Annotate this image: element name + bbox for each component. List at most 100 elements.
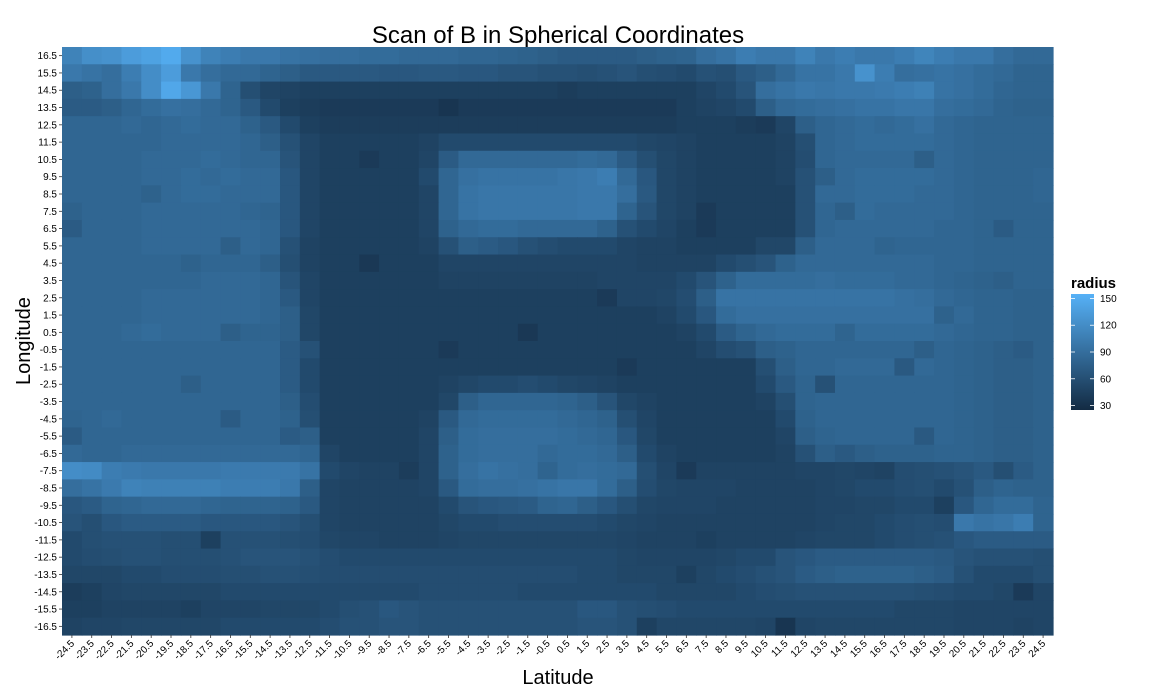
heatmap-cell: [101, 479, 123, 498]
heatmap-cell: [775, 427, 796, 446]
heatmap-cell: [775, 133, 796, 152]
x-tick-label: -2.5: [493, 638, 513, 658]
heatmap-cell: [914, 617, 935, 636]
heatmap-cell: [854, 548, 876, 567]
heatmap-cell: [696, 462, 717, 480]
heatmap-cell: [636, 583, 658, 602]
heatmap-cell: [795, 202, 816, 221]
heatmap-cell: [676, 185, 697, 204]
heatmap-cell: [498, 600, 519, 619]
heatmap-cell: [914, 427, 935, 446]
heatmap-cell: [795, 306, 816, 325]
heatmap-cell: [577, 289, 598, 308]
heatmap-cell: [101, 444, 123, 463]
heatmap-cell: [200, 600, 222, 619]
heatmap-cell: [101, 513, 123, 532]
heatmap-cell: [240, 513, 261, 532]
heatmap-cell: [478, 617, 499, 636]
heatmap-cell: [299, 496, 321, 515]
heatmap-cell: [299, 444, 321, 463]
heatmap-cell: [656, 185, 678, 204]
heatmap-cell: [260, 150, 281, 169]
heatmap-cell: [557, 513, 578, 532]
heatmap-cell: [934, 392, 955, 411]
heatmap-cell: [854, 513, 876, 532]
heatmap-cell: [141, 289, 162, 308]
heatmap-cell: [161, 479, 182, 498]
x-tick-label: 6.5: [674, 638, 692, 656]
y-tick-label: 13.5: [38, 103, 58, 114]
heatmap-cell: [200, 133, 222, 152]
heatmap-cell: [121, 168, 142, 186]
heatmap-cell: [161, 617, 182, 636]
heatmap-cell: [874, 168, 896, 186]
heatmap-cell: [696, 358, 717, 377]
heatmap-cell: [557, 341, 578, 359]
heatmap-cell: [379, 600, 400, 619]
heatmap-cell: [934, 219, 955, 238]
heatmap-cell: [517, 410, 539, 429]
heatmap-cell: [914, 565, 935, 584]
heatmap-cell: [81, 600, 103, 619]
heatmap-cell: [616, 617, 638, 636]
heatmap-cell: [398, 427, 420, 446]
heatmap-cell: [418, 237, 440, 256]
heatmap-cell: [498, 323, 519, 342]
heatmap-cell: [537, 202, 559, 221]
heatmap-cell: [597, 64, 618, 83]
heatmap-cell: [101, 168, 123, 186]
heatmap-cell: [616, 392, 638, 411]
heatmap-cell: [597, 565, 618, 584]
heatmap-cell: [62, 462, 83, 480]
heatmap-cell: [557, 116, 578, 135]
heatmap-cell: [656, 617, 678, 636]
heatmap-cell: [121, 617, 142, 636]
heatmap-cell: [260, 202, 281, 221]
y-tick-label: -8.5: [40, 484, 58, 495]
heatmap-cell: [280, 583, 301, 602]
heatmap-cell: [676, 289, 697, 308]
heatmap-cell: [161, 444, 182, 463]
heatmap-cell: [180, 133, 202, 152]
heatmap-cell: [359, 81, 380, 100]
heatmap-cell: [161, 64, 182, 83]
heatmap-cell: [1013, 98, 1034, 117]
heatmap-cell: [616, 133, 638, 152]
heatmap-cell: [854, 271, 876, 290]
heatmap-cell: [815, 289, 836, 308]
heatmap-cell: [339, 427, 360, 446]
heatmap-cell: [755, 219, 777, 238]
heatmap-cell: [775, 64, 796, 83]
heatmap-cell: [141, 341, 162, 359]
heatmap-cell: [478, 583, 499, 602]
heatmap-cell: [220, 617, 241, 636]
heatmap-cell: [993, 392, 1014, 411]
heatmap-cell: [438, 548, 459, 567]
heatmap-cell: [676, 254, 697, 273]
heatmap-cell: [121, 427, 142, 446]
legend-title: radius: [1071, 275, 1116, 292]
heatmap-cell: [656, 306, 678, 325]
heatmap-cell: [993, 306, 1014, 325]
heatmap-cell: [656, 583, 678, 602]
heatmap-cell: [141, 237, 162, 256]
heatmap-cell: [161, 116, 182, 135]
heatmap-cell: [696, 47, 717, 65]
heatmap-cell: [934, 81, 955, 100]
heatmap-cell: [141, 617, 162, 636]
heatmap-cell: [973, 479, 995, 498]
heatmap-cell: [696, 116, 717, 135]
heatmap-cell: [161, 375, 182, 394]
heatmap-cell: [478, 410, 499, 429]
heatmap-cell: [815, 133, 836, 152]
heatmap-cell: [180, 410, 202, 429]
y-tick-label: -10.5: [34, 518, 57, 529]
heatmap-cell: [517, 150, 539, 169]
heatmap-cell: [220, 185, 241, 204]
heatmap-cell: [775, 254, 796, 273]
heatmap-cell: [993, 81, 1014, 100]
heatmap-cell: [537, 427, 559, 446]
heatmap-cell: [577, 219, 598, 238]
heatmap-cell: [200, 531, 222, 550]
heatmap-cell: [398, 565, 420, 584]
